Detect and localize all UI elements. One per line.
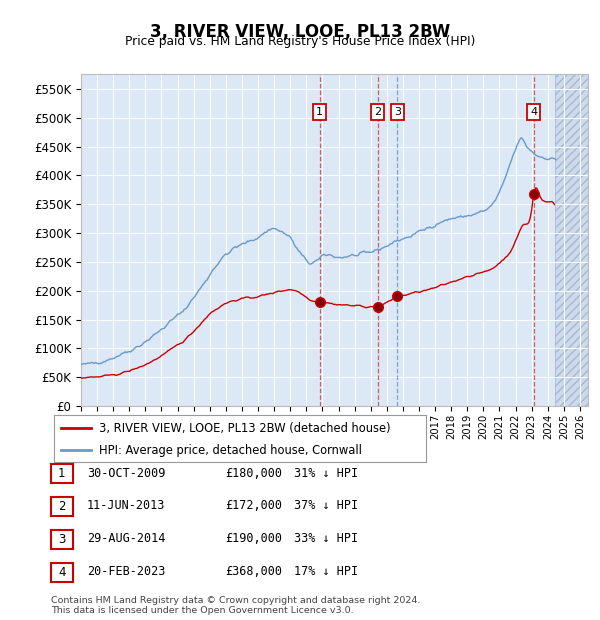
Bar <box>554 74 588 406</box>
Text: £180,000: £180,000 <box>225 467 282 479</box>
Text: Price paid vs. HM Land Registry's House Price Index (HPI): Price paid vs. HM Land Registry's House … <box>125 35 475 48</box>
Text: 3, RIVER VIEW, LOOE, PL13 2BW: 3, RIVER VIEW, LOOE, PL13 2BW <box>150 23 450 41</box>
Text: £190,000: £190,000 <box>225 533 282 545</box>
Text: 4: 4 <box>58 566 65 578</box>
Text: HPI: Average price, detached house, Cornwall: HPI: Average price, detached house, Corn… <box>98 444 362 457</box>
Text: 31% ↓ HPI: 31% ↓ HPI <box>294 467 358 479</box>
Text: £172,000: £172,000 <box>225 500 282 512</box>
Bar <box>554 74 588 406</box>
Text: 3: 3 <box>58 533 65 546</box>
Text: 1: 1 <box>58 467 65 480</box>
Text: 33% ↓ HPI: 33% ↓ HPI <box>294 533 358 545</box>
Text: 2: 2 <box>58 500 65 513</box>
Text: 3, RIVER VIEW, LOOE, PL13 2BW (detached house): 3, RIVER VIEW, LOOE, PL13 2BW (detached … <box>98 422 390 435</box>
Text: 11-JUN-2013: 11-JUN-2013 <box>87 500 166 512</box>
Text: 2: 2 <box>374 107 382 117</box>
Text: Contains HM Land Registry data © Crown copyright and database right 2024.
This d: Contains HM Land Registry data © Crown c… <box>51 596 421 615</box>
Text: £368,000: £368,000 <box>225 565 282 578</box>
Text: 1: 1 <box>316 107 323 117</box>
Text: 37% ↓ HPI: 37% ↓ HPI <box>294 500 358 512</box>
Text: 4: 4 <box>530 107 538 117</box>
Text: 30-OCT-2009: 30-OCT-2009 <box>87 467 166 479</box>
Text: 20-FEB-2023: 20-FEB-2023 <box>87 565 166 578</box>
Text: 17% ↓ HPI: 17% ↓ HPI <box>294 565 358 578</box>
Text: 3: 3 <box>394 107 401 117</box>
Text: 29-AUG-2014: 29-AUG-2014 <box>87 533 166 545</box>
